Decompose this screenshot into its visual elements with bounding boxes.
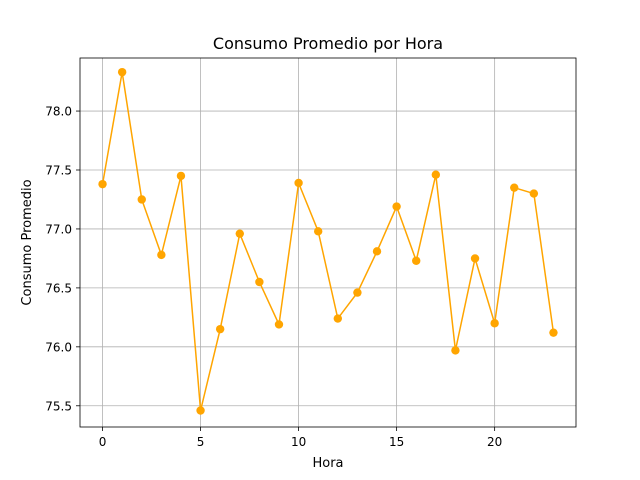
axis-ticks: 0 5 10 15 20 75.5 76.0 76.5 77.0 77.5 78.0 [45, 105, 502, 449]
data-point [176, 171, 186, 181]
data-point [215, 324, 225, 334]
y-tick-label: 77.0 [45, 222, 72, 236]
data-point [392, 202, 401, 211]
x-tick-label: 5 [197, 435, 205, 449]
data-point [333, 314, 343, 323]
y-tick-label: 76.5 [45, 281, 72, 295]
x-tick-label: 20 [487, 435, 502, 449]
data-point [372, 247, 382, 256]
plot-frame [79, 57, 577, 428]
data-point [412, 256, 421, 265]
data-point [274, 320, 284, 329]
data-point [294, 178, 303, 188]
x-tick-label: 15 [389, 435, 404, 449]
x-axis-label: Hora [312, 456, 343, 471]
data-point [353, 288, 362, 297]
data-point [137, 195, 146, 204]
data-point [196, 406, 205, 415]
grid [80, 58, 576, 427]
data-point [98, 179, 107, 189]
series-line [101, 72, 555, 411]
data-point [470, 254, 480, 263]
y-tick-label: 76.0 [45, 340, 72, 354]
data-point [431, 170, 441, 179]
data-point [549, 328, 558, 337]
x-tick-label: 10 [291, 435, 306, 449]
chart-title: Consumo Promedio por Hora [213, 34, 443, 53]
y-tick-label: 78.0 [45, 105, 72, 119]
data-point [157, 250, 166, 260]
data-point [255, 277, 264, 287]
y-axis-label: Consumo Promedio [20, 179, 35, 305]
data-point [451, 346, 460, 355]
data-point [529, 189, 539, 198]
data-point [490, 319, 499, 328]
x-tick-label: 0 [99, 435, 107, 449]
data-point [117, 67, 127, 77]
y-tick-label: 75.5 [45, 399, 72, 413]
data-points [98, 67, 558, 415]
y-tick-label: 77.5 [45, 163, 72, 177]
data-point [235, 229, 244, 238]
data-point [510, 183, 519, 192]
data-point [313, 227, 323, 236]
